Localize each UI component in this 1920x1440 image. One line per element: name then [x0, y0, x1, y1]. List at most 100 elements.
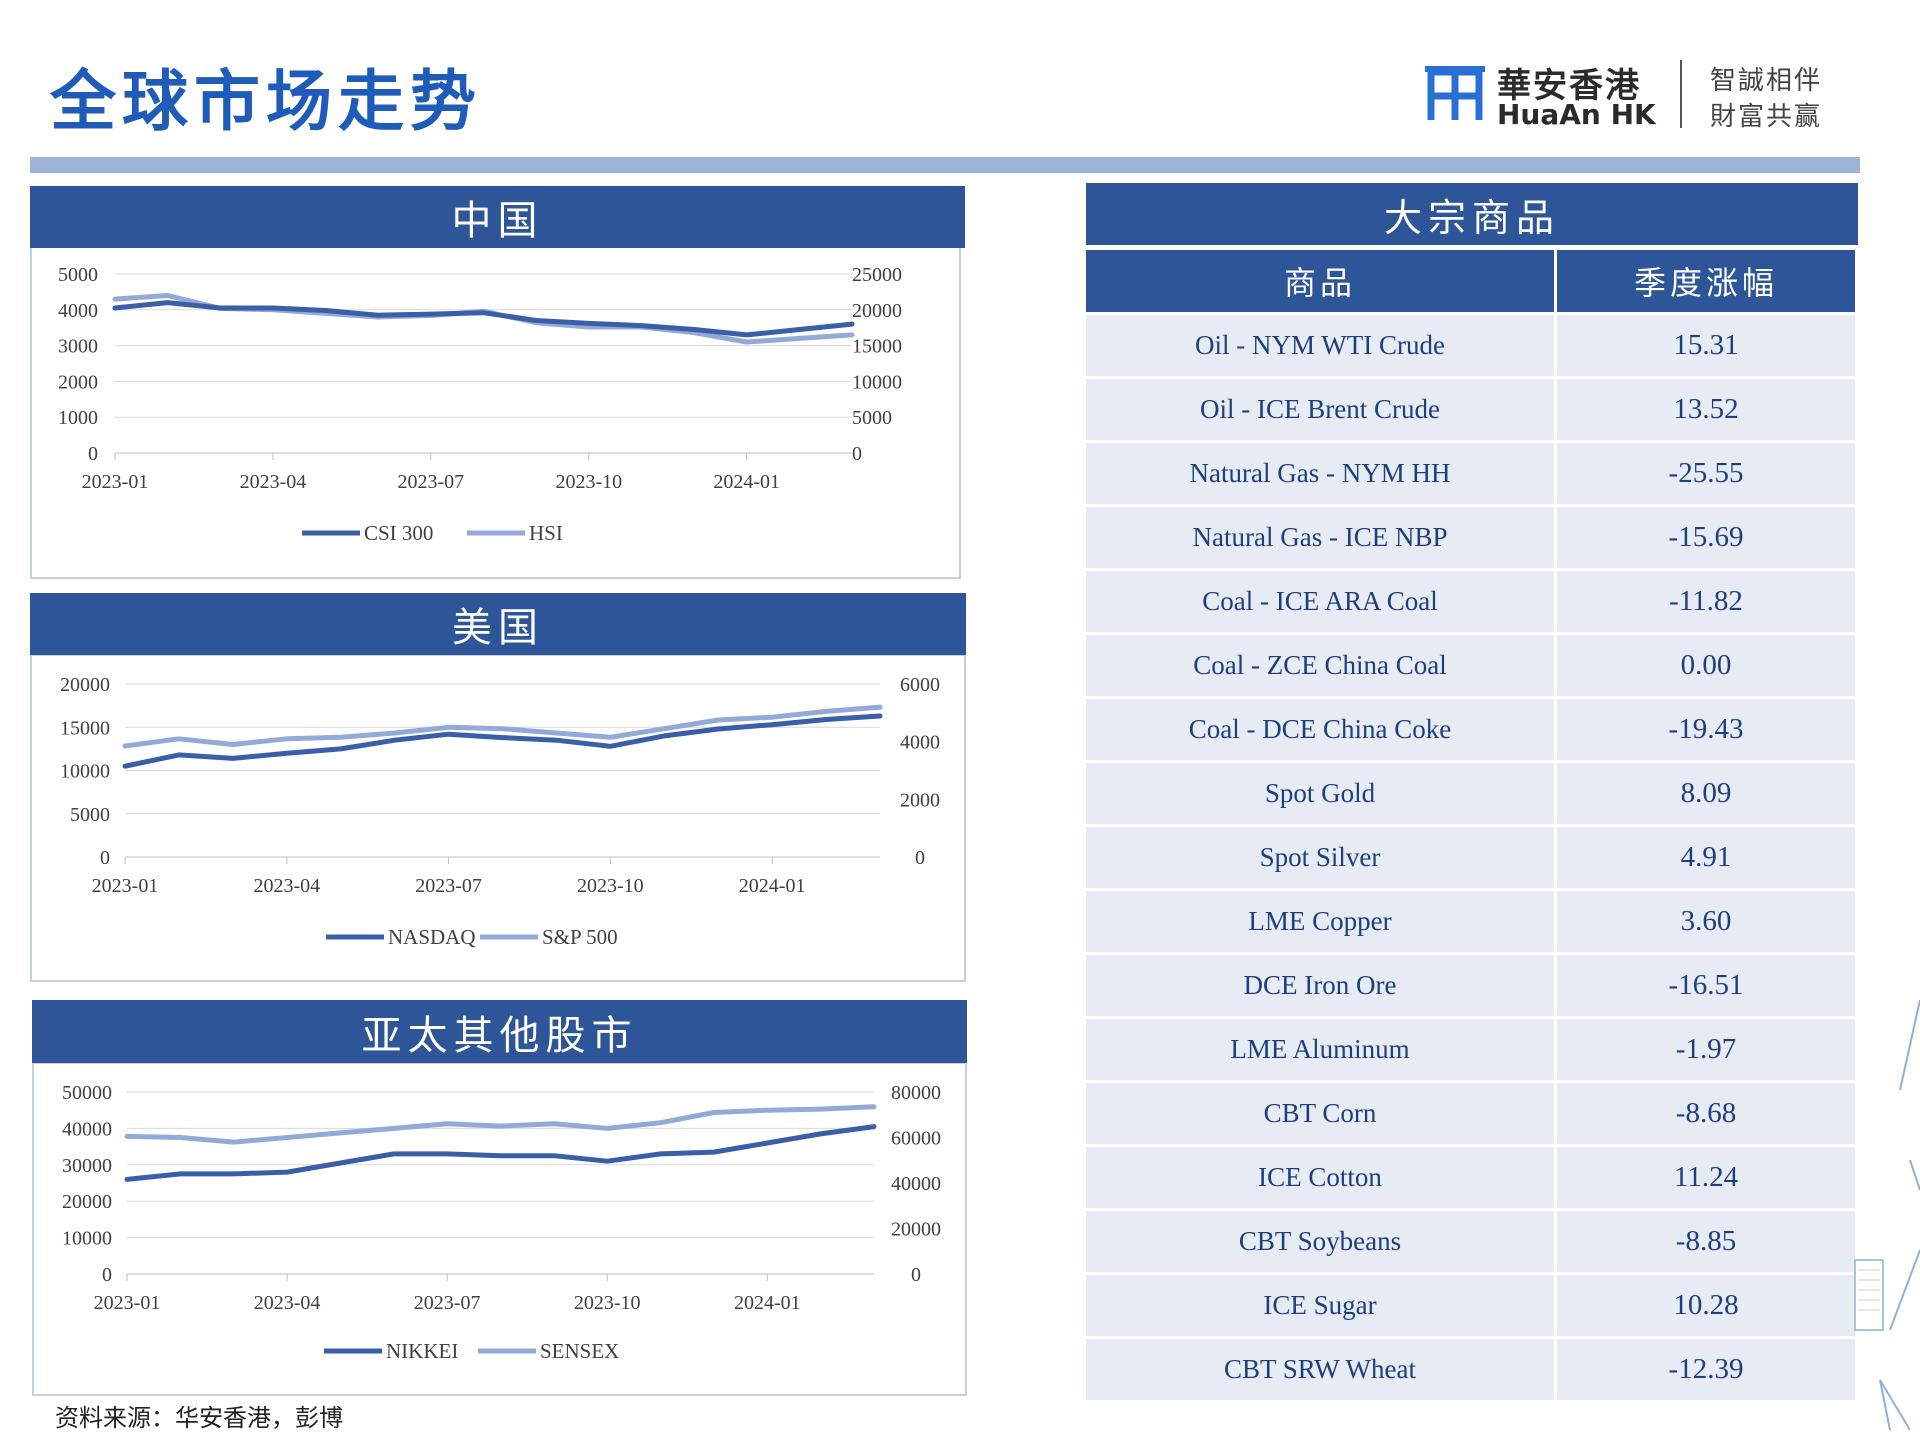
- table-row: Spot Silver 4.91: [1086, 827, 1855, 888]
- commodity-name: Spot Silver: [1086, 827, 1554, 888]
- x-tick-label: 2024-01: [739, 875, 806, 897]
- chart-us: 2000015000100005000060004000200002023-01…: [60, 674, 940, 949]
- y-left-tick-label: 3000: [58, 336, 98, 358]
- commodity-quarterly-change: 8.09: [1557, 763, 1855, 824]
- y-left-tick-label: 10000: [62, 1228, 112, 1250]
- chart-title-us: 美国: [30, 593, 966, 655]
- commodity-quarterly-change: 11.24: [1557, 1147, 1855, 1208]
- commodity-name: Natural Gas - ICE NBP: [1086, 507, 1554, 568]
- commodity-name: Oil - NYM WTI Crude: [1086, 315, 1554, 376]
- y-right-tick-label: 40000: [891, 1173, 941, 1195]
- commodity-quarterly-change: -19.43: [1557, 699, 1855, 760]
- table-row: Natural Gas - ICE NBP -15.69: [1086, 507, 1855, 568]
- y-right-tick-label: 10000: [852, 371, 902, 393]
- logo-slogan-line1: 智誠相伴: [1710, 66, 1823, 96]
- table-row: Natural Gas - NYM HH -25.55: [1086, 443, 1855, 504]
- commodity-name: CBT Corn: [1086, 1083, 1554, 1144]
- table-row: LME Copper 3.60: [1086, 891, 1855, 952]
- series-line-nikkei: [124, 1124, 877, 1182]
- x-tick-label: 2023-10: [574, 1292, 641, 1314]
- y-right-tick-label: 20000: [891, 1219, 941, 1241]
- table-row: Coal - ICE ARA Coal -11.82: [1086, 571, 1855, 632]
- y-right-tick-label: 60000: [891, 1128, 941, 1150]
- table-row: Spot Gold 8.09: [1086, 763, 1855, 824]
- y-right-tick-label: 5000: [852, 407, 892, 429]
- commodity-name: Oil - ICE Brent Crude: [1086, 379, 1554, 440]
- decorative-building-graphic: [1854, 999, 1920, 1431]
- y-left-tick-label: 10000: [60, 761, 110, 783]
- y-right-tick-label: 4000: [900, 732, 940, 754]
- table-row: CBT Corn -8.68: [1086, 1083, 1855, 1144]
- x-tick-label: 2023-04: [253, 875, 320, 897]
- x-tick-label: 2024-01: [713, 471, 780, 493]
- table-row: Coal - DCE China Coke -19.43: [1086, 699, 1855, 760]
- huaan-logo-icon: [1425, 66, 1485, 120]
- commodity-quarterly-change: 15.31: [1557, 315, 1855, 376]
- table-row: DCE Iron Ore -16.51: [1086, 955, 1855, 1016]
- chart-title-asia-pacific: 亚太其他股市: [32, 1000, 967, 1063]
- y-right-tick-label: 0: [915, 847, 925, 869]
- x-tick-label: 2024-01: [734, 1292, 801, 1314]
- commodity-quarterly-change: -8.85: [1557, 1211, 1855, 1272]
- logo-divider: [1680, 60, 1682, 128]
- x-tick-label: 2023-01: [82, 471, 149, 493]
- y-left-tick-label: 15000: [60, 717, 110, 739]
- legend-label: CSI 300: [364, 521, 433, 545]
- legend-label: NASDAQ: [388, 925, 476, 949]
- y-left-tick-label: 5000: [70, 804, 110, 826]
- header-divider-bar: [30, 157, 1860, 173]
- chart-title-china: 中国: [30, 186, 965, 248]
- y-right-tick-label: 6000: [900, 674, 940, 696]
- logo-chinese-name: 華安香港: [1497, 66, 1641, 106]
- x-tick-label: 2023-07: [415, 875, 482, 897]
- table-row: LME Aluminum -1.97: [1086, 1019, 1855, 1080]
- commodity-quarterly-change: -16.51: [1557, 955, 1855, 1016]
- commodity-name: Coal - ZCE China Coal: [1086, 635, 1554, 696]
- source-note: 资料来源：华安香港，彭博: [55, 1404, 343, 1432]
- series-line-sensex: [124, 1104, 877, 1145]
- commodity-quarterly-change: -15.69: [1557, 507, 1855, 568]
- legend-label: HSI: [529, 521, 563, 545]
- commodity-quarterly-change: -8.68: [1557, 1083, 1855, 1144]
- y-left-tick-label: 5000: [58, 264, 98, 286]
- y-left-tick-label: 30000: [62, 1155, 112, 1177]
- table-row: Oil - NYM WTI Crude 15.31: [1086, 315, 1855, 376]
- x-tick-label: 2023-07: [414, 1292, 481, 1314]
- table-header-row: 商品 季度涨幅: [1086, 250, 1855, 312]
- table-row: Oil - ICE Brent Crude 13.52: [1086, 379, 1855, 440]
- logo: 華安香港 HuaAn HK 智誠相伴 財富共赢: [1425, 58, 1845, 138]
- table-row: CBT SRW Wheat -12.39: [1086, 1339, 1855, 1400]
- commodity-name: Coal - DCE China Coke: [1086, 699, 1554, 760]
- commodity-quarterly-change: -1.97: [1557, 1019, 1855, 1080]
- legend-label: SENSEX: [540, 1339, 619, 1363]
- series-line-csi-300: [112, 300, 855, 338]
- series-line-s-p-500: [122, 704, 883, 749]
- commodity-quarterly-change: 0.00: [1557, 635, 1855, 696]
- y-left-tick-label: 20000: [62, 1191, 112, 1213]
- y-left-tick-label: 0: [100, 847, 110, 869]
- commodity-quarterly-change: 13.52: [1557, 379, 1855, 440]
- commodity-quarterly-change: -11.82: [1557, 571, 1855, 632]
- commodity-quarterly-change: 4.91: [1557, 827, 1855, 888]
- y-left-tick-label: 20000: [60, 674, 110, 696]
- y-left-tick-label: 4000: [58, 300, 98, 322]
- commodity-name: Spot Gold: [1086, 763, 1554, 824]
- commodities-table: 商品 季度涨幅 Oil - NYM WTI Crude 15.31 Oil - IC…: [1083, 247, 1858, 1403]
- x-tick-label: 2023-01: [92, 875, 159, 897]
- commodity-quarterly-change: 3.60: [1557, 891, 1855, 952]
- x-tick-label: 2023-07: [398, 471, 465, 493]
- logo-slogan-line2: 財富共赢: [1710, 102, 1823, 132]
- y-left-tick-label: 0: [88, 443, 98, 465]
- commodity-name: Coal - ICE ARA Coal: [1086, 571, 1554, 632]
- table-row: ICE Cotton 11.24: [1086, 1147, 1855, 1208]
- y-right-tick-label: 20000: [852, 300, 902, 322]
- legend-label: NIKKEI: [386, 1339, 458, 1363]
- y-left-tick-label: 1000: [58, 407, 98, 429]
- commodities-title: 大宗商品: [1086, 183, 1858, 245]
- x-tick-label: 2023-10: [555, 471, 622, 493]
- y-left-tick-label: 40000: [62, 1118, 112, 1140]
- y-left-tick-label: 0: [102, 1264, 112, 1286]
- commodity-name: DCE Iron Ore: [1086, 955, 1554, 1016]
- column-header-commodity: 商品: [1086, 250, 1554, 312]
- x-tick-label: 2023-04: [254, 1292, 321, 1314]
